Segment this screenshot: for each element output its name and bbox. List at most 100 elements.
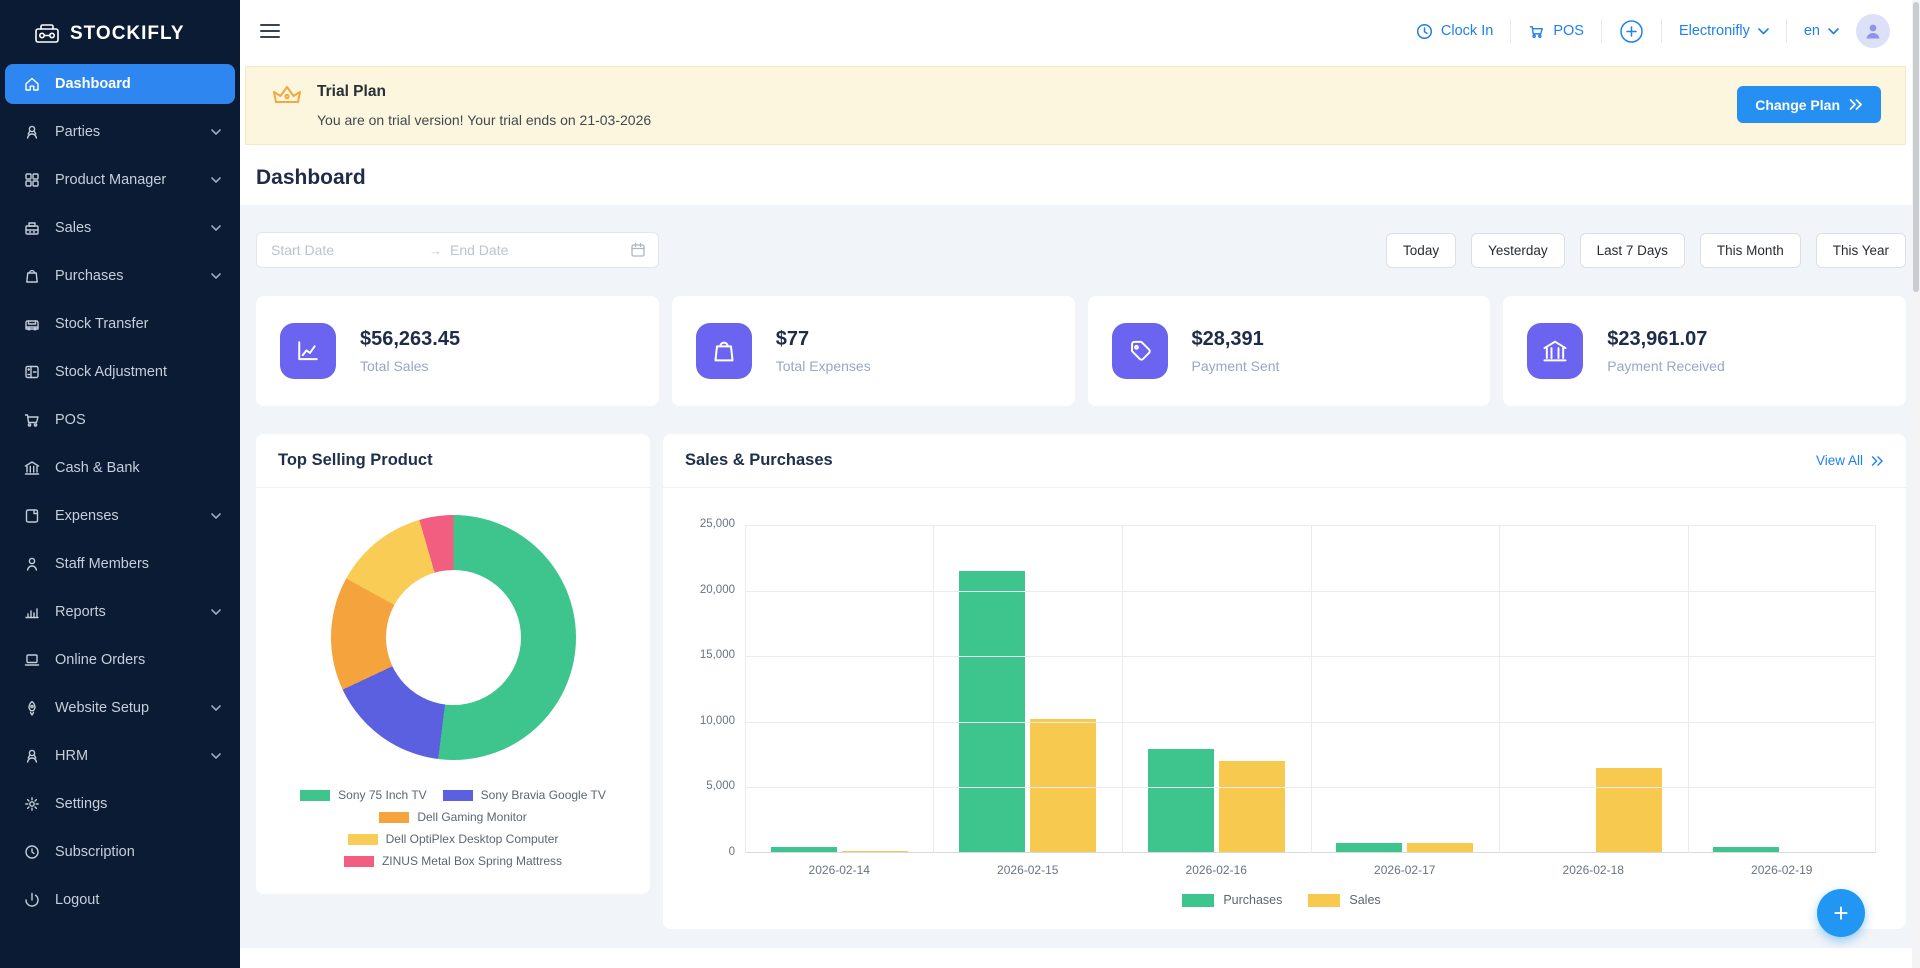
panels-row: Top Selling Product Sony 75 Inch TV Sony …: [256, 434, 1906, 929]
bar-group: [1499, 525, 1688, 853]
language-selector[interactable]: en: [1804, 23, 1839, 39]
pos-link[interactable]: POS: [1528, 23, 1584, 40]
bar-group: [1311, 525, 1500, 853]
filter-row: → Today Yesterday Last 7 Days This Month…: [256, 232, 1906, 268]
donut-legend-item[interactable]: Dell OptiPlex Desktop Computer: [347, 832, 559, 846]
app-logo[interactable]: STOCKIFLY: [0, 14, 240, 64]
bar-chart-body: 0 5,000 10,000 15,000 20,000 25,000 2026-02-1…: [663, 488, 1906, 929]
shopping-bag-icon: [695, 323, 752, 379]
start-date-input[interactable]: [271, 242, 421, 258]
divider: [1660, 19, 1662, 43]
donut-legend-item[interactable]: Sony 75 Inch TV: [300, 788, 427, 802]
calendar-icon: [631, 242, 645, 257]
pos-label: POS: [1553, 23, 1584, 39]
divider: [1785, 19, 1787, 43]
last-7-days-button[interactable]: Last 7 Days: [1579, 232, 1685, 268]
payment-sent-card: $28,391 Payment Sent: [1087, 296, 1491, 406]
sales-bar[interactable]: [1218, 761, 1285, 853]
total-sales-label: Total Sales: [360, 358, 429, 374]
gridline: [933, 525, 935, 853]
scrollbar-thumb[interactable]: [1913, 2, 1919, 292]
purchases-bar[interactable]: [1147, 749, 1214, 853]
cart-icon: [1529, 25, 1544, 38]
yesterday-button[interactable]: Yesterday: [1471, 232, 1565, 268]
y-tick-label: 0: [728, 846, 735, 858]
chevron-down-icon: [211, 129, 221, 135]
add-fab-button[interactable]: +: [1817, 889, 1865, 937]
clock-in-link[interactable]: Clock In: [1416, 23, 1493, 40]
donut-chart-wrap: [256, 488, 650, 770]
donut-legend-item[interactable]: Sony Bravia Google TV: [442, 788, 606, 802]
sidebar-item-label: HRM: [55, 748, 89, 764]
sidebar-item-dashboard[interactable]: Dashboard: [5, 64, 235, 104]
sidebar-item-pos[interactable]: POS: [5, 400, 235, 440]
legend-label: Dell OptiPlex Desktop Computer: [385, 832, 559, 846]
sidebar-item-staff-members[interactable]: Staff Members: [5, 544, 235, 584]
sidebar-item-sales[interactable]: Sales: [5, 208, 235, 248]
sidebar-item-website-setup[interactable]: Website Setup: [5, 688, 235, 728]
store-selector[interactable]: Electronifly: [1679, 23, 1769, 39]
double-chevron-right-icon: [1871, 455, 1883, 466]
this-month-button[interactable]: This Month: [1699, 232, 1801, 268]
sales-bar[interactable]: [1407, 843, 1474, 853]
date-range-picker[interactable]: →: [256, 232, 659, 268]
this-year-button[interactable]: This Year: [1815, 232, 1906, 268]
legend-swatch: [1308, 893, 1341, 907]
purchases-bar[interactable]: [1336, 843, 1403, 853]
end-date-input[interactable]: [450, 242, 600, 258]
main-area: Clock In POS Electronifly en: [240, 0, 1920, 968]
sales-purchases-title: Sales & Purchases: [685, 451, 833, 469]
scrollbar[interactable]: [1912, 0, 1920, 968]
purchases-bar[interactable]: [1713, 847, 1780, 853]
sidebar-item-label: Settings: [55, 796, 108, 812]
gridline: [745, 525, 746, 853]
bar-legend-item[interactable]: Purchases: [1182, 893, 1282, 907]
store-name: Electronifly: [1678, 23, 1750, 39]
sidebar-item-logout[interactable]: Logout: [5, 880, 235, 920]
subscription-icon: [25, 845, 39, 859]
bank-icon: [24, 461, 40, 475]
sidebar-item-reports[interactable]: Reports: [5, 592, 235, 632]
gridline: [1121, 525, 1123, 853]
view-all-link[interactable]: View All: [1816, 453, 1884, 468]
change-plan-button[interactable]: Change Plan: [1737, 86, 1881, 123]
sidebar-item-purchases[interactable]: Purchases: [5, 256, 235, 296]
sidebar-item-subscription[interactable]: Subscription: [5, 832, 235, 872]
purchases-bar[interactable]: [770, 847, 837, 853]
sidebar-item-hrm[interactable]: HRM: [5, 736, 235, 776]
sidebar-item-parties[interactable]: Parties: [5, 112, 235, 152]
hamburger-menu-icon[interactable]: [260, 23, 280, 39]
expense-doc-icon: [25, 509, 39, 523]
bar-plot[interactable]: 0 5,000 10,000 15,000 20,000 25,000: [700, 518, 1876, 858]
sidebar-item-stock-adjustment[interactable]: Stock Adjustment: [5, 352, 235, 392]
bar-groups: [745, 525, 1876, 853]
grid-icon: [25, 173, 39, 187]
bar-legend-item[interactable]: Sales: [1308, 893, 1381, 907]
y-tick-label: 15,000: [699, 649, 735, 662]
divider: [1510, 19, 1512, 43]
sidebar-item-label: Sales: [55, 220, 92, 236]
person-icon: [26, 557, 38, 571]
bar-legend: Purchases Sales: [687, 893, 1876, 907]
today-button[interactable]: Today: [1386, 232, 1457, 268]
donut-legend-item[interactable]: ZINUS Metal Box Spring Mattress: [343, 854, 562, 868]
sidebar-item-cash-bank[interactable]: Cash & Bank: [5, 448, 235, 488]
sidebar-item-online-orders[interactable]: Online Orders: [5, 640, 235, 680]
sidebar-item-stock-transfer[interactable]: Stock Transfer: [5, 304, 235, 344]
range-arrow-icon: →: [429, 242, 442, 258]
sidebar-item-product-manager[interactable]: Product Manager: [5, 160, 235, 200]
purchases-bar[interactable]: [959, 571, 1026, 853]
plus-circle-icon[interactable]: [1619, 19, 1644, 44]
chevron-down-icon: [211, 753, 221, 759]
sidebar-item-settings[interactable]: Settings: [5, 784, 235, 824]
sales-bar[interactable]: [1030, 719, 1097, 853]
donut-legend-item[interactable]: Dell Gaming Monitor: [379, 810, 527, 824]
sales-bar[interactable]: [1595, 768, 1662, 853]
user-avatar[interactable]: [1856, 14, 1890, 48]
chevron-down-icon: [1828, 27, 1839, 34]
donut-chart[interactable]: [330, 515, 576, 760]
stat-cards: $56,263.45 Total Sales $77 Total Expense…: [256, 296, 1906, 406]
chevron-down-icon: [211, 177, 221, 183]
legend-swatch: [1182, 893, 1215, 907]
sidebar-item-expenses[interactable]: Expenses: [5, 496, 235, 536]
